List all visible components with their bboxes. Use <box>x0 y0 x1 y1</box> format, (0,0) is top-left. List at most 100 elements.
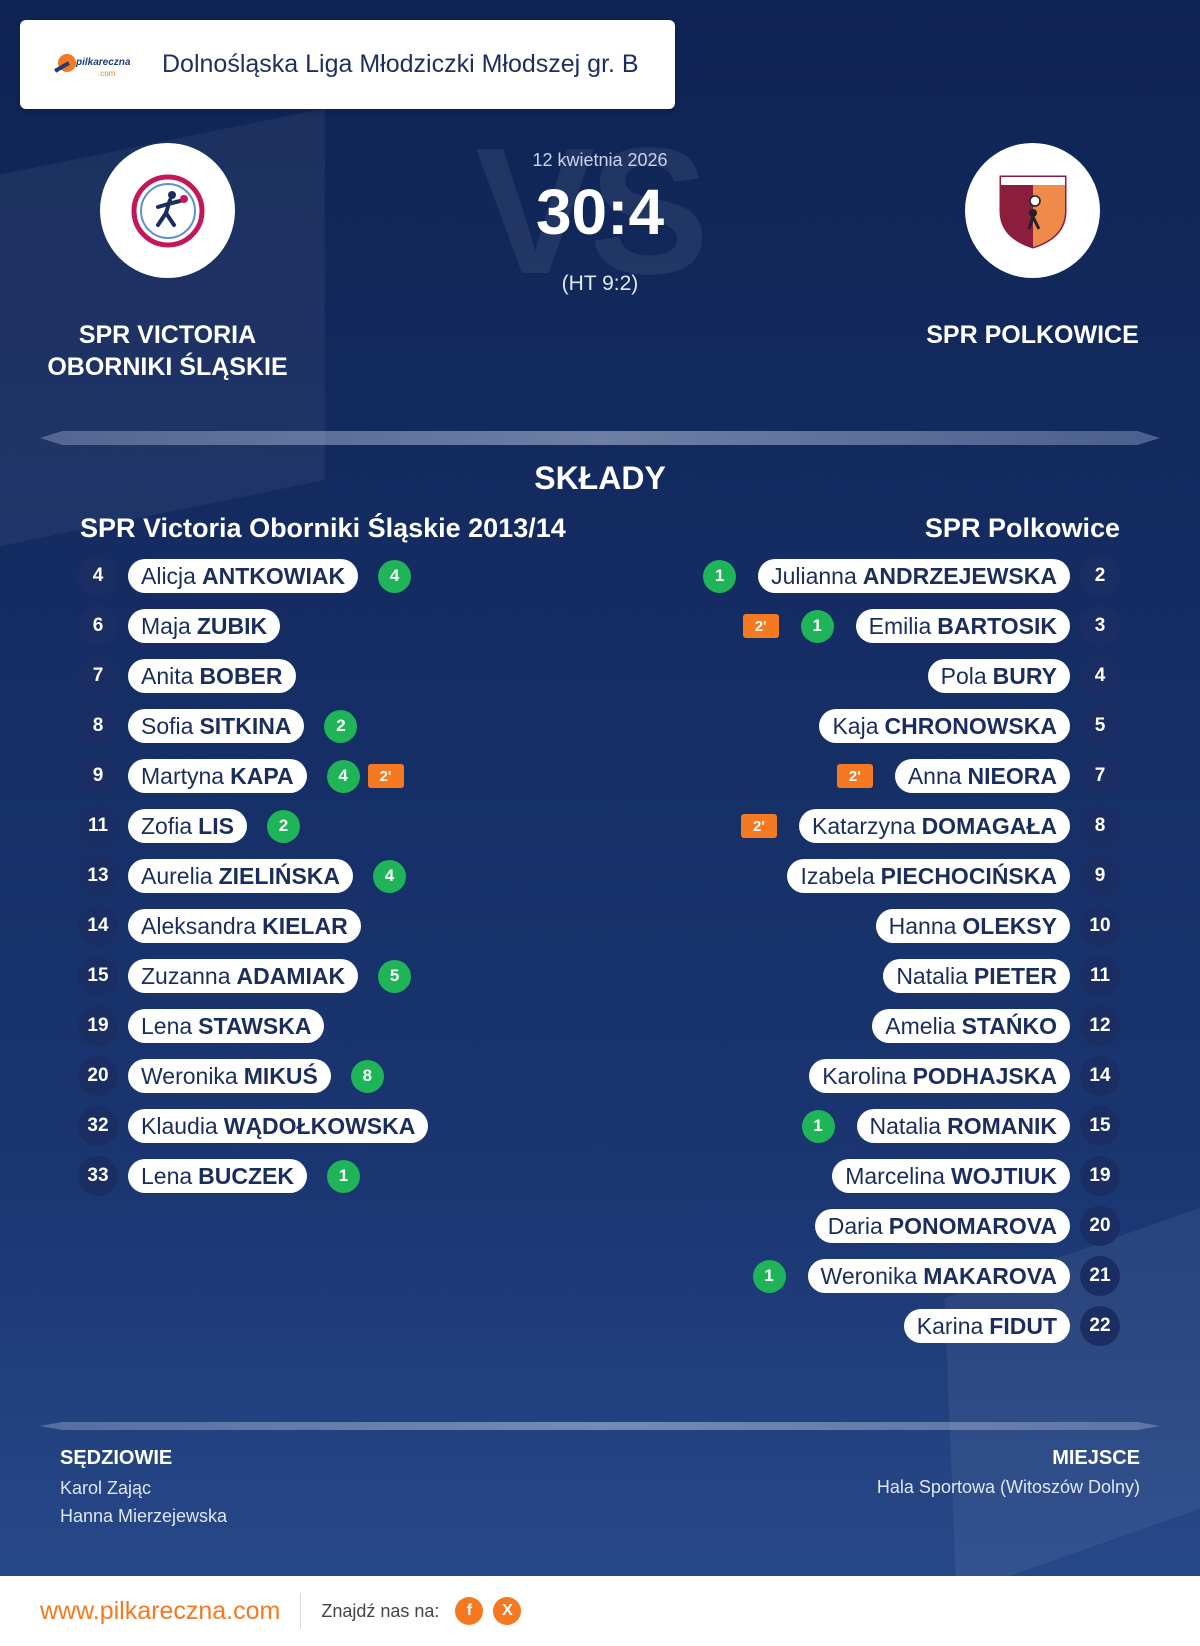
player-last-name: PIECHOCIŃSKA <box>880 862 1057 889</box>
player-name[interactable]: Anita BOBER <box>128 659 296 693</box>
player-name[interactable]: Emilia BARTOSIK <box>855 609 1070 643</box>
player-number: 15 <box>78 956 118 996</box>
player-name[interactable]: Karina FIDUT <box>903 1309 1070 1343</box>
player-name[interactable]: Lena BUCZEK <box>128 1159 308 1193</box>
player-row: 11 Zofia LIS 2 <box>78 806 300 846</box>
player-first-name: Amelia <box>885 1012 956 1039</box>
vs-watermark: VS <box>475 111 709 312</box>
player-number: 4 <box>78 556 118 596</box>
player-name[interactable]: Klaudia WĄDOŁKOWSKA <box>128 1109 429 1143</box>
referee-name: Hanna Mierzejewska <box>60 1506 228 1526</box>
player-name[interactable]: Karolina PODHAJSKA <box>809 1059 1070 1093</box>
player-last-name: STAŃKO <box>961 1012 1057 1039</box>
player-last-name: DOMAGAŁA <box>921 812 1057 839</box>
player-name[interactable]: Zuzanna ADAMIAK <box>128 959 359 993</box>
player-row: 9 Izabela PIECHOCIŃSKA <box>787 856 1120 896</box>
player-row: 10 Hanna OLEKSY <box>875 906 1120 946</box>
player-number: 19 <box>1080 1156 1120 1196</box>
player-last-name: STAWSKA <box>198 1012 312 1039</box>
player-first-name: Karina <box>916 1312 984 1339</box>
player-name[interactable]: Hanna OLEKSY <box>875 909 1070 943</box>
player-name[interactable]: Julianna ANDRZEJEWSKA <box>758 559 1070 593</box>
player-first-name: Anna <box>907 762 962 789</box>
player-first-name: Sofia <box>141 712 194 739</box>
player-row: 2 Julianna ANDRZEJEWSKA 1 <box>703 556 1120 596</box>
player-number: 9 <box>1080 856 1120 896</box>
pilkareczna-logo[interactable]: pilkareczna .com <box>50 45 140 85</box>
player-last-name: BARTOSIK <box>937 612 1057 639</box>
home-team-logo[interactable] <box>100 143 235 278</box>
player-name[interactable]: Daria PONOMAROVA <box>814 1209 1070 1243</box>
goals-badge: 8 <box>350 1059 384 1093</box>
player-last-name: MIKUŚ <box>243 1062 318 1089</box>
player-name[interactable]: Kaja CHRONOWSKA <box>819 709 1070 743</box>
player-name[interactable]: Aurelia ZIELIŃSKA <box>128 859 353 893</box>
player-last-name: KAPA <box>230 762 294 789</box>
player-name[interactable]: Maja ZUBIK <box>128 609 281 643</box>
player-first-name: Pola <box>940 662 987 689</box>
player-name[interactable]: Katarzyna DOMAGAŁA <box>799 809 1070 843</box>
player-row: 13 Aurelia ZIELIŃSKA 4 <box>78 856 406 896</box>
player-name[interactable]: Anna NIEORA <box>894 759 1070 793</box>
player-name[interactable]: Weronika MIKUŚ <box>128 1059 331 1093</box>
player-name[interactable]: Martyna KAPA <box>128 759 307 793</box>
x-icon[interactable]: X <box>493 1597 522 1625</box>
player-name[interactable]: Natalia ROMANIK <box>856 1109 1070 1143</box>
player-name[interactable]: Zofia LIS <box>128 809 247 843</box>
player-last-name: NIEORA <box>967 762 1057 789</box>
player-name[interactable]: Izabela PIECHOCIŃSKA <box>787 859 1070 893</box>
player-last-name: BUCZEK <box>198 1162 295 1189</box>
player-row: 15 Natalia ROMANIK 1 <box>801 1106 1120 1146</box>
player-row: 11 Natalia PIETER <box>883 956 1120 996</box>
player-last-name: LIS <box>198 812 234 839</box>
player-first-name: Weronika <box>141 1062 238 1089</box>
player-row: 19 Lena STAWSKA <box>78 1006 325 1046</box>
player-name[interactable]: Marcelina WOJTIUK <box>832 1159 1070 1193</box>
player-first-name: Katarzyna <box>812 812 916 839</box>
player-number: 21 <box>1080 1256 1120 1296</box>
player-last-name: ZUBIK <box>196 612 268 639</box>
footer-separator <box>300 1593 302 1629</box>
player-first-name: Aurelia <box>141 862 213 889</box>
away-team-logo[interactable] <box>965 143 1100 278</box>
penalty-badge: 2' <box>367 764 404 788</box>
player-name[interactable]: Weronika MAKAROVA <box>807 1259 1070 1293</box>
player-name[interactable]: Amelia STAŃKO <box>872 1009 1070 1043</box>
player-row: 14 Aleksandra KIELAR <box>78 906 361 946</box>
facebook-icon[interactable]: f <box>455 1597 484 1625</box>
find-us-label: Znajdź nas na: <box>321 1600 440 1621</box>
player-last-name: ADAMIAK <box>236 962 346 989</box>
match-score: 30:4 <box>535 176 665 248</box>
player-row: 21 Weronika MAKAROVA 1 <box>752 1256 1120 1296</box>
player-row: 22 Karina FIDUT <box>903 1306 1120 1346</box>
player-row: 5 Kaja CHRONOWSKA <box>819 706 1120 746</box>
player-number: 12 <box>1080 1006 1120 1046</box>
player-name[interactable]: Alicja ANTKOWIAK <box>128 559 359 593</box>
player-row: 19 Marcelina WOJTIUK <box>832 1156 1120 1196</box>
background-shape-right <box>944 1185 1200 1595</box>
player-first-name: Natalia <box>896 962 968 989</box>
player-last-name: ANTKOWIAK <box>201 562 346 589</box>
player-name[interactable]: Pola BURY <box>927 659 1070 693</box>
player-last-name: CHRONOWSKA <box>884 712 1058 739</box>
player-name[interactable]: Aleksandra KIELAR <box>128 909 361 943</box>
venue-label: MIEJSCE <box>1052 1447 1140 1469</box>
goals-badge: 4 <box>373 859 406 893</box>
lineups-title: SKŁADY <box>534 460 666 496</box>
player-first-name: Anita <box>141 662 194 689</box>
goals-badge: 1 <box>327 1159 361 1193</box>
player-first-name: Martyna <box>141 762 225 789</box>
match-date: 12 kwietnia 2026 <box>532 150 668 170</box>
player-row: 14 Karolina PODHAJSKA <box>809 1056 1120 1096</box>
player-number: 14 <box>78 906 118 946</box>
player-first-name: Hanna <box>888 912 957 939</box>
player-name[interactable]: Natalia PIETER <box>883 959 1070 993</box>
penalty-badge: 2' <box>742 614 779 638</box>
player-number: 5 <box>1080 706 1120 746</box>
player-first-name: Weronika <box>820 1262 918 1289</box>
player-name[interactable]: Lena STAWSKA <box>128 1009 325 1043</box>
player-row: 4 Pola BURY <box>927 656 1120 696</box>
site-link[interactable]: www.pilkareczna.com <box>40 1596 281 1625</box>
player-name[interactable]: Sofia SITKINA <box>128 709 305 743</box>
player-number: 10 <box>1080 906 1120 946</box>
